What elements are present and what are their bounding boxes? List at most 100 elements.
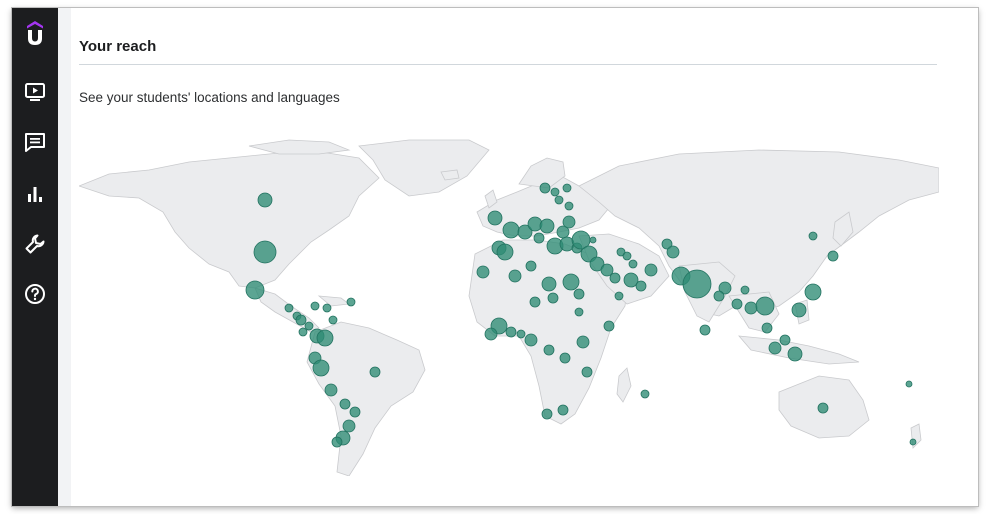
student-location-bubble[interactable] (257, 192, 273, 208)
student-location-bubble[interactable] (484, 327, 498, 341)
student-location-bubble[interactable] (600, 263, 614, 277)
student-location-bubble[interactable] (550, 187, 560, 197)
app-window: Your reach See your students' locations … (12, 8, 978, 506)
student-location-bubble[interactable] (517, 224, 533, 240)
student-location-bubble[interactable] (744, 301, 758, 315)
student-location-bubble[interactable] (562, 273, 580, 291)
student-location-bubble[interactable] (603, 320, 615, 332)
student-location-bubble[interactable] (609, 272, 621, 284)
student-location-bubble[interactable] (487, 210, 503, 226)
world-map (79, 136, 939, 476)
student-location-bubble[interactable] (324, 383, 338, 397)
student-location-bubble[interactable] (761, 322, 773, 334)
student-location-bubble[interactable] (316, 329, 334, 347)
student-location-bubble[interactable] (554, 195, 564, 205)
student-location-bubble[interactable] (539, 182, 551, 194)
student-location-bubble[interactable] (564, 201, 574, 211)
student-location-bubble[interactable] (505, 326, 517, 338)
title-divider (79, 64, 937, 65)
student-bubbles (245, 182, 917, 448)
student-location-bubble[interactable] (666, 245, 680, 259)
student-location-bubble[interactable] (622, 251, 632, 261)
student-location-bubble[interactable] (574, 307, 584, 317)
student-location-bubble[interactable] (322, 303, 332, 313)
student-location-bubble[interactable] (284, 303, 294, 313)
student-location-bubble[interactable] (298, 327, 308, 337)
student-location-bubble[interactable] (905, 380, 913, 388)
student-location-bubble[interactable] (718, 281, 732, 295)
student-location-bubble[interactable] (342, 419, 356, 433)
student-location-bubble[interactable] (614, 291, 624, 301)
student-location-bubble[interactable] (312, 359, 330, 377)
sidebar (12, 8, 58, 506)
student-location-bubble[interactable] (791, 302, 807, 318)
student-location-bubble[interactable] (543, 344, 555, 356)
map-landmass (79, 139, 939, 476)
student-location-bubble[interactable] (909, 438, 917, 446)
student-location-bubble[interactable] (628, 259, 638, 269)
student-location-bubble[interactable] (682, 269, 712, 299)
student-location-bubble[interactable] (635, 280, 647, 292)
student-location-bubble[interactable] (713, 290, 725, 302)
student-location-bubble[interactable] (541, 276, 557, 292)
student-location-bubble[interactable] (779, 334, 791, 346)
student-location-bubble[interactable] (562, 215, 576, 229)
page-title: Your reach (79, 38, 157, 55)
udemy-logo[interactable] (25, 20, 45, 46)
student-location-bubble[interactable] (559, 352, 571, 364)
student-location-bubble[interactable] (516, 329, 526, 339)
student-location-bubble[interactable] (525, 260, 537, 272)
student-location-bubble[interactable] (304, 321, 314, 331)
student-location-bubble[interactable] (640, 389, 650, 399)
student-location-bubble[interactable] (562, 183, 572, 193)
student-location-bubble[interactable] (253, 240, 277, 264)
student-location-bubble[interactable] (502, 221, 520, 239)
student-location-bubble[interactable] (576, 335, 590, 349)
student-location-bubble[interactable] (496, 243, 514, 261)
student-location-bubble[interactable] (369, 366, 381, 378)
student-location-bubble[interactable] (661, 238, 673, 250)
course-video-icon[interactable] (23, 80, 47, 104)
student-location-bubble[interactable] (804, 283, 822, 301)
student-location-bubble[interactable] (539, 218, 555, 234)
student-location-bubble[interactable] (755, 296, 775, 316)
student-location-bubble[interactable] (768, 341, 782, 355)
student-location-bubble[interactable] (557, 404, 569, 416)
student-location-bubble[interactable] (731, 298, 743, 310)
student-location-bubble[interactable] (349, 406, 361, 418)
page-subtitle: See your students' locations and languag… (79, 90, 340, 105)
student-location-bubble[interactable] (339, 398, 351, 410)
student-location-bubble[interactable] (589, 256, 605, 272)
student-location-bubble[interactable] (827, 250, 839, 262)
student-location-bubble[interactable] (589, 236, 597, 244)
student-location-bubble[interactable] (547, 292, 559, 304)
student-location-bubble[interactable] (581, 366, 593, 378)
performance-chart-icon[interactable] (23, 182, 47, 206)
student-location-bubble[interactable] (508, 269, 522, 283)
student-location-bubble[interactable] (740, 285, 750, 295)
main-content: Your reach See your students' locations … (71, 8, 978, 506)
help-icon[interactable] (23, 282, 47, 306)
student-location-bubble[interactable] (808, 231, 818, 241)
student-location-bubble[interactable] (310, 301, 320, 311)
student-location-bubble[interactable] (616, 247, 626, 257)
student-location-bubble[interactable] (524, 333, 538, 347)
student-location-bubble[interactable] (787, 346, 803, 362)
sidebar-rail (58, 8, 71, 506)
student-location-bubble[interactable] (245, 280, 265, 300)
communication-icon[interactable] (23, 130, 47, 154)
tools-icon[interactable] (23, 232, 47, 256)
student-location-bubble[interactable] (331, 436, 343, 448)
student-location-bubble[interactable] (295, 314, 307, 326)
student-location-bubble[interactable] (533, 232, 545, 244)
student-location-bubble[interactable] (699, 324, 711, 336)
student-location-bubble[interactable] (476, 265, 490, 279)
student-location-bubble[interactable] (529, 296, 541, 308)
student-location-bubble[interactable] (328, 315, 338, 325)
student-location-bubble[interactable] (541, 408, 553, 420)
student-location-bubble[interactable] (817, 402, 829, 414)
student-location-bubble[interactable] (644, 263, 658, 277)
student-location-bubble[interactable] (573, 288, 585, 300)
student-location-bubble[interactable] (346, 297, 356, 307)
student-location-bubble[interactable] (623, 272, 639, 288)
